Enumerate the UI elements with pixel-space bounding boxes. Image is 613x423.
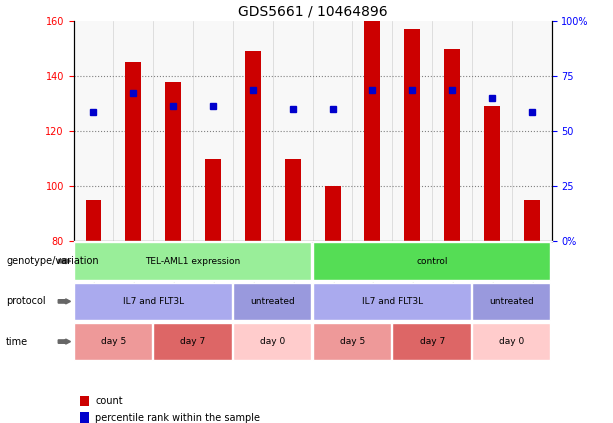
Bar	[524, 200, 539, 241]
Bar	[484, 107, 500, 241]
Bar	[245, 52, 261, 241]
Bar	[126, 62, 142, 241]
Text: percentile rank within the sample: percentile rank within the sample	[95, 413, 260, 423]
Text: time: time	[6, 337, 28, 346]
Bar	[166, 82, 181, 241]
Bar	[364, 21, 380, 241]
Bar	[405, 30, 421, 241]
Bar	[205, 159, 221, 241]
Text: IL7 and FLT3L: IL7 and FLT3L	[362, 297, 423, 306]
Text: day 0: day 0	[260, 337, 286, 346]
Text: count: count	[95, 396, 123, 406]
Bar	[284, 159, 300, 241]
Text: TEL-AML1 expression: TEL-AML1 expression	[145, 257, 241, 266]
Text: untreated: untreated	[489, 297, 535, 306]
Text: day 5: day 5	[101, 337, 126, 346]
Text: IL7 and FLT3L: IL7 and FLT3L	[123, 297, 184, 306]
Text: day 5: day 5	[340, 337, 365, 346]
Text: day 7: day 7	[419, 337, 445, 346]
Text: genotype/variation: genotype/variation	[6, 256, 99, 266]
Text: day 0: day 0	[499, 337, 525, 346]
Text: control: control	[416, 257, 448, 266]
Bar	[444, 49, 460, 241]
Text: day 7: day 7	[180, 337, 206, 346]
Bar	[86, 200, 102, 241]
Title: GDS5661 / 10464896: GDS5661 / 10464896	[238, 5, 387, 19]
Text: untreated: untreated	[250, 297, 295, 306]
Bar	[325, 186, 341, 241]
Text: protocol: protocol	[6, 297, 46, 306]
